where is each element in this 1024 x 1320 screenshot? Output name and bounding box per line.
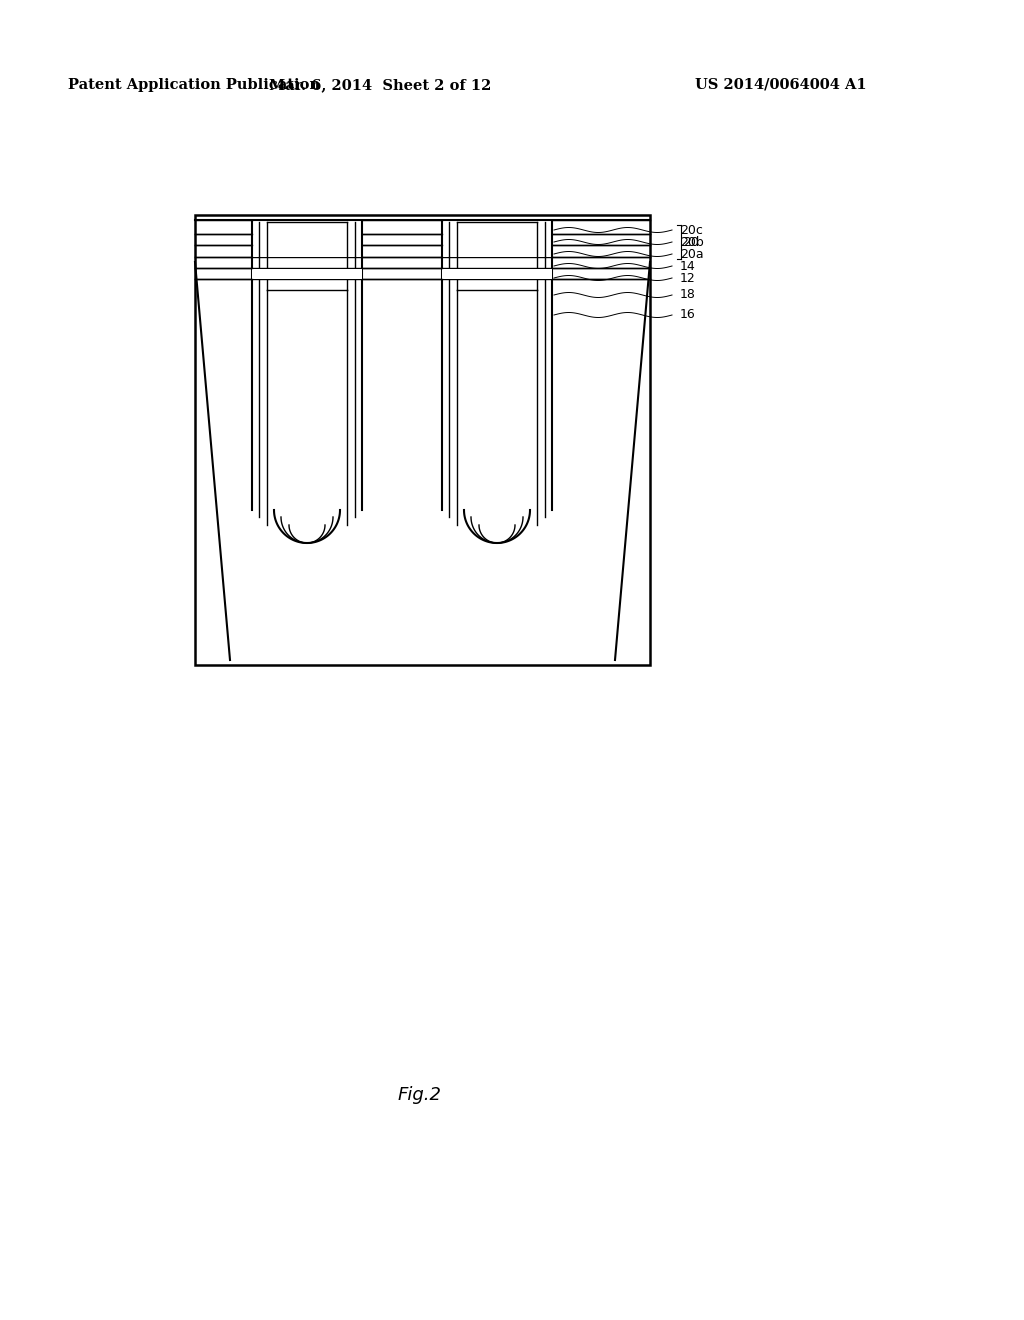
Text: 12: 12	[680, 272, 695, 285]
Bar	[442, 269, 552, 279]
Text: 20b: 20b	[680, 235, 703, 248]
Bar	[442, 222, 552, 257]
Text: Patent Application Publication: Patent Application Publication	[68, 78, 319, 92]
Text: 14: 14	[680, 260, 695, 272]
Text: US 2014/0064004 A1: US 2014/0064004 A1	[695, 78, 866, 92]
Text: 20: 20	[683, 235, 698, 248]
Bar	[252, 222, 362, 257]
Text: Fig.2: Fig.2	[398, 1086, 442, 1104]
Text: 16: 16	[680, 309, 695, 322]
Text: 20a: 20a	[680, 248, 703, 260]
Text: 18: 18	[680, 289, 696, 301]
Bar	[252, 269, 362, 279]
Bar	[195, 215, 650, 665]
Text: Mar. 6, 2014  Sheet 2 of 12: Mar. 6, 2014 Sheet 2 of 12	[269, 78, 492, 92]
Text: 20c: 20c	[680, 223, 702, 236]
